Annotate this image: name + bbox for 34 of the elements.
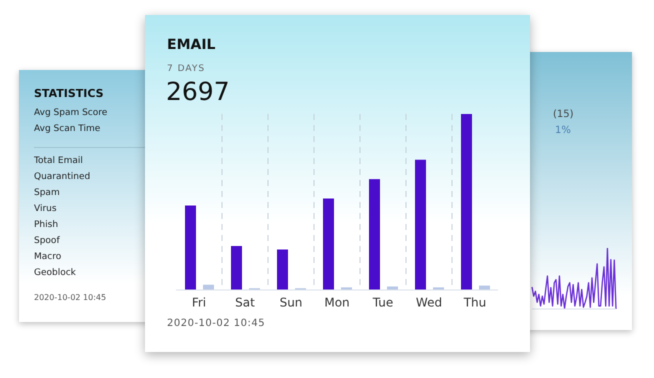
x-tick-label: Sat [235, 296, 256, 310]
bar [203, 284, 214, 290]
text: 1% [555, 125, 571, 136]
bar [185, 206, 196, 290]
text: STATISTICS [34, 87, 104, 100]
x-tick-label: Fri [192, 296, 206, 310]
text: (15) [553, 109, 574, 120]
text: Total Email [34, 156, 83, 166]
text: Spoof [34, 236, 60, 246]
chart-title: EMAIL [167, 37, 216, 53]
text: Quarantined [34, 172, 90, 182]
text: Virus [34, 204, 57, 214]
bar [461, 114, 472, 290]
bar [415, 160, 426, 290]
text: Phish [34, 220, 58, 230]
bar [479, 286, 490, 290]
text: Geoblock [34, 268, 76, 278]
text: Macro [34, 252, 62, 262]
text: Avg Spam Score [34, 108, 108, 118]
bar [323, 198, 334, 290]
text: 2020-10-02 10:45 [34, 293, 106, 302]
x-tick-label: Tue [372, 296, 394, 310]
text: 2697 [166, 77, 230, 106]
text: Avg Scan Time [34, 124, 100, 134]
text: Spam [34, 188, 60, 198]
text: 2020-10-02 10:45 [167, 318, 266, 329]
x-tick-label: Thu [462, 296, 486, 310]
x-tick-label: Wed [416, 296, 442, 310]
x-tick-label: Mon [324, 296, 350, 310]
bar [277, 250, 288, 290]
x-tick-label: Sun [280, 296, 302, 310]
bar [231, 246, 242, 290]
bar [369, 179, 380, 290]
chart-subtitle: 7 DAYS [167, 64, 206, 74]
